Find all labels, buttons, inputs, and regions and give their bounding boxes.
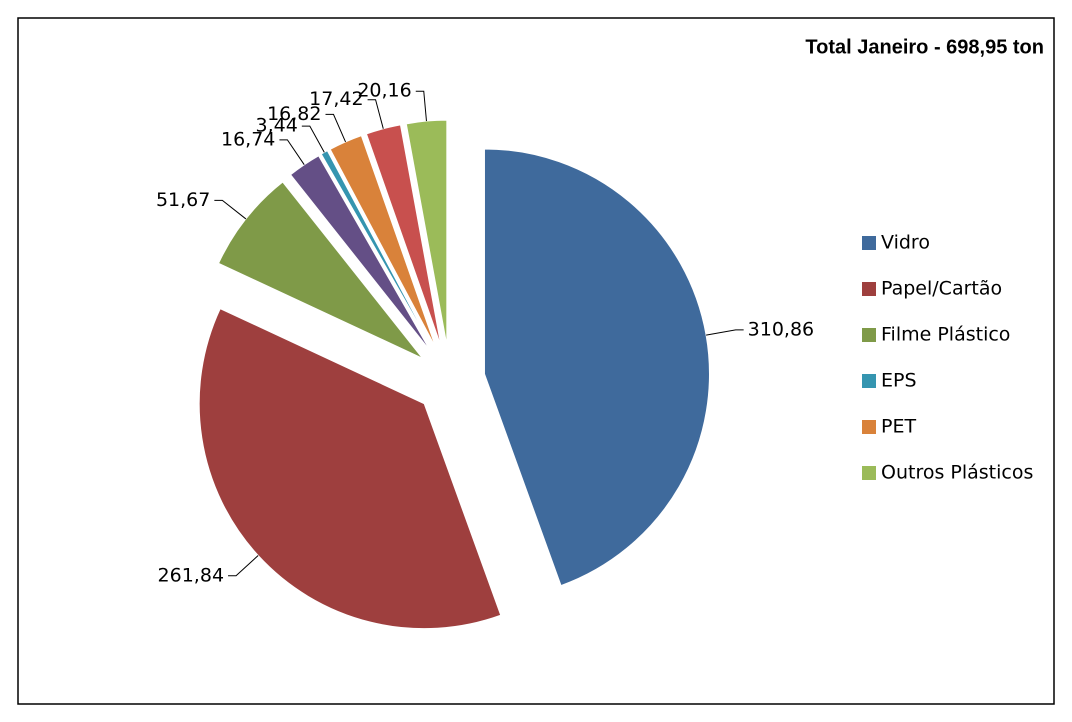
legend-label: EPS: [881, 370, 917, 392]
leader-line: [279, 139, 305, 165]
leader-line: [367, 99, 384, 129]
data-label: 261,84: [158, 564, 224, 586]
legend-label: Papel/Cartão: [881, 278, 1002, 300]
legend-swatch: [862, 328, 876, 342]
legend-label: Filme Plástico: [881, 324, 1010, 346]
leader-line: [325, 113, 347, 143]
data-label: 17,42: [309, 88, 363, 110]
data-label: 16,74: [221, 128, 275, 150]
legend-swatch: [862, 420, 876, 434]
leader-line: [415, 90, 427, 122]
pie-slice: [365, 124, 442, 347]
legend-swatch: [862, 466, 876, 480]
pie-slice: [198, 307, 502, 630]
leader-line: [214, 199, 247, 220]
leader-line: [301, 125, 325, 153]
data-label: 51,67: [156, 189, 210, 211]
data-label: 16,82: [267, 103, 321, 125]
data-label: 20,16: [357, 80, 411, 102]
leader-line: [706, 329, 744, 336]
pie-slice: [217, 181, 423, 359]
legend-label: PET: [881, 416, 916, 438]
legend-label: Outros Plásticos: [881, 462, 1033, 484]
pie-slice: [483, 148, 710, 587]
legend-swatch: [862, 282, 876, 296]
data-label: 310,86: [748, 318, 814, 340]
leader-line: [228, 555, 259, 577]
data-label: 3,44: [256, 115, 298, 137]
chart-title: Total Janeiro - 698,95 ton: [805, 36, 1044, 58]
legend-swatch: [862, 374, 876, 388]
legend-label: Vidro: [881, 232, 930, 254]
legend-swatch: [862, 236, 876, 250]
